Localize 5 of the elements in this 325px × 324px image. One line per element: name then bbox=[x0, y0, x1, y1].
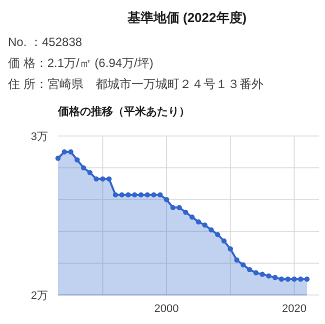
subtitle: 価格の推移（平米あたり） bbox=[58, 106, 190, 118]
annotation: 住 所：宮崎県 都城市一万城町２４号１３番外 bbox=[8, 77, 264, 91]
annotation: 価 格：2.1万/㎡ (6.94万/坪) bbox=[8, 56, 154, 70]
title: 基準地価 (2022年度) bbox=[127, 10, 247, 25]
annotation: No. ：452838 bbox=[8, 35, 82, 49]
